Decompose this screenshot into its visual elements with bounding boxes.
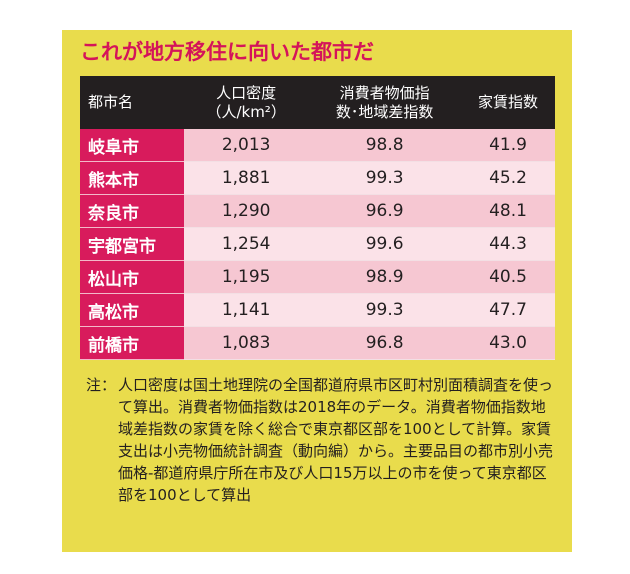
header-cpi: 消費者物価指 数･地域差指数	[308, 76, 461, 129]
cpi-index: 99.6	[308, 227, 461, 261]
rent-index: 41.9	[461, 129, 555, 162]
header-density: 人口密度 （人/km²）	[184, 76, 309, 129]
table-row: 高松市 1,141 99.3 47.7	[80, 293, 555, 327]
city-name: 前橋市	[80, 326, 184, 360]
table-row: 熊本市 1,881 99.3 45.2	[80, 161, 555, 195]
header-rent: 家賃指数	[461, 76, 555, 129]
rent-index: 47.7	[461, 293, 555, 327]
rent-index: 44.3	[461, 227, 555, 261]
table-row: 前橋市 1,083 96.8 43.0	[80, 326, 555, 360]
notes: 注： 人口密度は国土地理院の全国都道府県市区町村別面積調査を使って算出。消費者物…	[86, 374, 556, 506]
table-row: 岐阜市 2,013 98.8 41.9	[80, 129, 555, 162]
population-density: 1,195	[184, 260, 309, 294]
cpi-index: 99.3	[308, 161, 461, 195]
city-name: 松山市	[80, 260, 184, 294]
rent-index: 43.0	[461, 326, 555, 360]
population-density: 1,083	[184, 326, 309, 360]
rent-index: 45.2	[461, 161, 555, 195]
notes-text: 人口密度は国土地理院の全国都道府県市区町村別面積調査を使って算出。消費者物価指数…	[118, 376, 554, 504]
rent-index: 48.1	[461, 194, 555, 228]
table-row: 宇都宮市 1,254 99.6 44.3	[80, 227, 555, 261]
city-table: 都市名 人口密度 （人/km²） 消費者物価指 数･地域差指数 家賃指数 岐阜市…	[80, 76, 555, 360]
table-row: 奈良市 1,290 96.9 48.1	[80, 194, 555, 228]
cpi-index: 96.8	[308, 326, 461, 360]
city-name: 宇都宮市	[80, 227, 184, 261]
table-header: 都市名 人口密度 （人/km²） 消費者物価指 数･地域差指数 家賃指数	[80, 76, 555, 129]
header-city: 都市名	[80, 76, 184, 129]
population-density: 1,290	[184, 194, 309, 228]
cpi-index: 98.9	[308, 260, 461, 294]
notes-label: 注：	[86, 376, 117, 394]
table-row: 松山市 1,195 98.9 40.5	[80, 260, 555, 294]
population-density: 1,881	[184, 161, 309, 195]
cpi-index: 99.3	[308, 293, 461, 327]
city-name: 高松市	[80, 293, 184, 327]
population-density: 1,254	[184, 227, 309, 261]
infographic-panel: これが地方移住に向いた都市だ 都市名 人口密度 （人/km²） 消費者物価指 数…	[62, 30, 572, 552]
cpi-index: 98.8	[308, 129, 461, 162]
panel-title: これが地方移住に向いた都市だ	[80, 40, 374, 64]
population-density: 1,141	[184, 293, 309, 327]
city-name: 奈良市	[80, 194, 184, 228]
rent-index: 40.5	[461, 260, 555, 294]
population-density: 2,013	[184, 129, 309, 162]
city-name: 岐阜市	[80, 129, 184, 162]
cpi-index: 96.9	[308, 194, 461, 228]
city-name: 熊本市	[80, 161, 184, 195]
